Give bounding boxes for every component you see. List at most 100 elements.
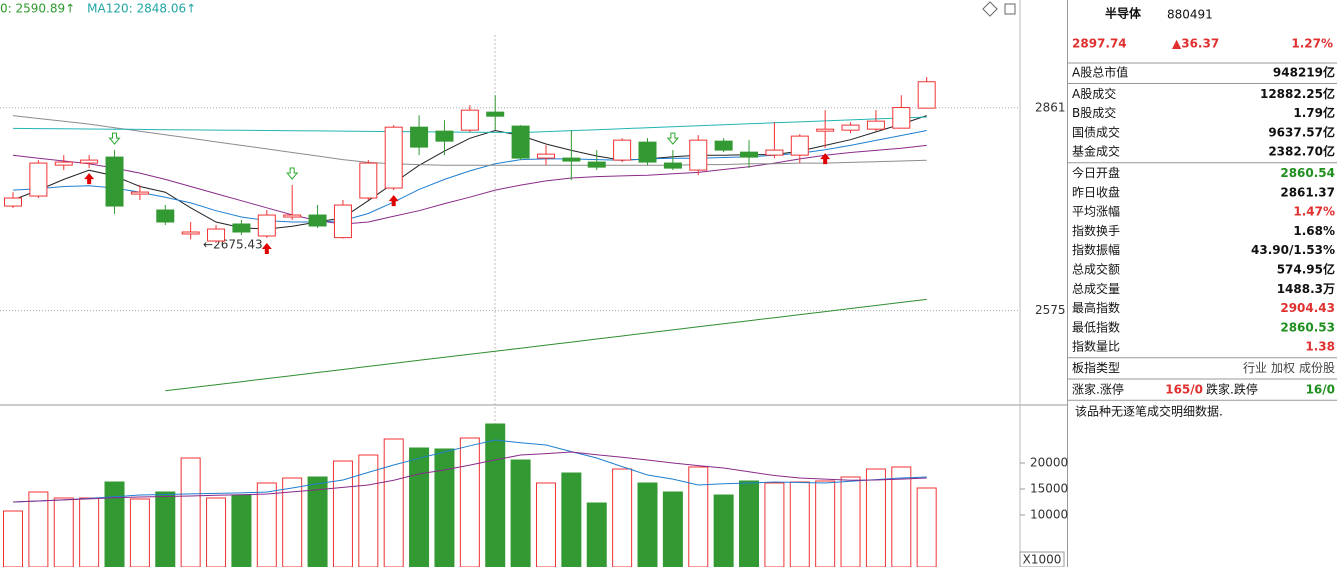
stat-value: 1.38 (1305, 340, 1335, 354)
candle-body (917, 81, 936, 109)
sell-signal-icon (666, 132, 679, 145)
candle-body (790, 135, 809, 156)
candle-body (156, 209, 175, 223)
volume-bar (28, 491, 49, 567)
stat-value: 2382.70亿 (1268, 144, 1335, 159)
volume-bar (713, 494, 734, 567)
stat-label: 指数量比 (1072, 339, 1120, 354)
candle-body (740, 151, 759, 158)
stat-value: 43.90/1.53% (1251, 243, 1335, 257)
panel-note: 该品种无逐笔成交明细数据. (1075, 404, 1223, 419)
stat-label: 指数振幅 (1072, 242, 1120, 257)
stat-value: 9637.57亿 (1268, 124, 1335, 139)
candle-body (105, 156, 124, 207)
volume-bar (739, 480, 760, 567)
y-tick-label: 2575 (1035, 303, 1066, 317)
candle-body (562, 157, 581, 162)
stat-value: 574.95亿 (1277, 262, 1335, 277)
stat-label: 总成交量 (1072, 281, 1120, 296)
candle-body (511, 125, 530, 159)
volume-bar (662, 491, 683, 567)
breadth-value: 165/0 (1165, 382, 1203, 396)
stat-value: 2860.54 (1280, 166, 1335, 180)
volume-bar (409, 447, 430, 567)
volume-unit: X1000 (1023, 553, 1062, 567)
stat-label: 指数换手 (1072, 223, 1120, 238)
stat-label: 基金成交 (1072, 144, 1120, 159)
candle-body (181, 231, 200, 235)
stat-value: 2860.53 (1280, 320, 1335, 334)
volume-bar (789, 481, 810, 567)
volume-bar (383, 438, 404, 567)
stat-value: 1.68% (1293, 224, 1335, 238)
candle-body (714, 140, 733, 151)
ma-legend: 0: 2590.89↑ (0, 2, 75, 16)
square-icon[interactable] (1004, 3, 1016, 15)
panel-code: 880491 (1167, 8, 1213, 22)
volume-bar (840, 476, 861, 567)
diamond-icon[interactable] (982, 1, 998, 17)
candle-body (435, 130, 454, 142)
stat-value: 1.79亿 (1293, 105, 1335, 120)
breadth-label: 涨家.涨停 (1072, 381, 1124, 396)
candle-body (689, 139, 708, 171)
volume-bar (332, 460, 353, 567)
stat-label: 最高指数 (1072, 300, 1120, 315)
volume-bar (891, 466, 912, 567)
stat-label: 昨日收盘 (1072, 184, 1120, 199)
candle-body (4, 197, 22, 207)
volume-bar (612, 468, 633, 567)
y-tick-label: 20000 (1030, 456, 1068, 470)
breadth-label: 跌家.跌停 (1206, 381, 1258, 396)
buy-signal-icon (388, 195, 399, 207)
candle-body (663, 162, 682, 169)
stat-label: 国债成交 (1072, 124, 1120, 139)
stat-label: 最低指数 (1072, 319, 1120, 334)
candle-body (308, 214, 327, 227)
volume-bar (459, 437, 480, 567)
buy-signal-icon (820, 153, 831, 165)
stat-value: 2861.37 (1280, 185, 1335, 199)
volume-bar (79, 497, 100, 567)
volume-bar (180, 457, 201, 567)
stat-label: A股总市值 (1072, 65, 1128, 80)
sector-tag: 成份股 (1299, 361, 1335, 375)
stat-label: 总成交额 (1072, 262, 1120, 277)
candle-body (866, 120, 885, 130)
volume-bar (561, 472, 582, 567)
buy-signal-icon (261, 242, 272, 254)
y-tick-label: 10000 (1030, 508, 1068, 522)
volume-bar (3, 510, 23, 567)
sell-signal-icon (108, 132, 121, 145)
candle-body (333, 204, 352, 239)
candle-body (841, 124, 860, 131)
volume-bar (155, 491, 176, 567)
ma-line (12, 144, 927, 225)
volume-bar (129, 498, 150, 567)
volume-bar (282, 477, 303, 567)
candle-body (384, 126, 403, 189)
volume-bar (104, 481, 125, 567)
volume-bar (865, 468, 886, 567)
stat-label: A股成交 (1072, 86, 1116, 101)
candle-body (207, 228, 226, 242)
stat-value: 1488.3万 (1277, 282, 1335, 296)
candle-body (486, 111, 505, 117)
candle-body (359, 162, 378, 199)
candle-body (816, 128, 835, 132)
candle-body (29, 162, 48, 197)
ma-line (165, 298, 927, 392)
y-tick-label: 2861 (1035, 100, 1066, 114)
candle-body (130, 191, 149, 195)
stat-value: 12882.25亿 (1260, 86, 1335, 101)
candle-body (257, 214, 276, 237)
volume-bar (206, 497, 227, 567)
sector-tag: 行业 (1243, 361, 1267, 375)
stat-label: 板指类型 (1072, 360, 1120, 375)
volume-bar (764, 482, 785, 567)
stat-label: 平均涨幅 (1072, 204, 1120, 219)
volume-bar (434, 448, 455, 567)
